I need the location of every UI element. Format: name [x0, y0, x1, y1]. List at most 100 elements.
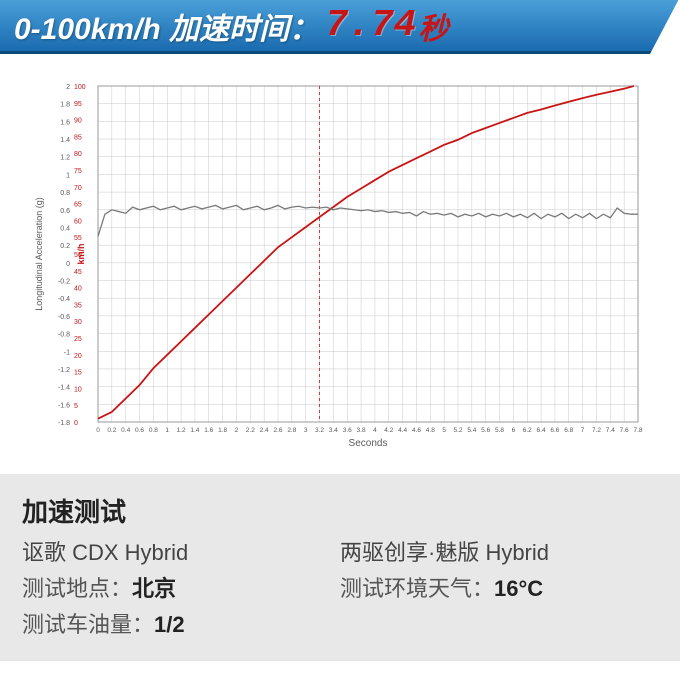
svg-text:6: 6 [512, 427, 516, 434]
fuel-value: 1/2 [154, 612, 185, 637]
svg-text:6.6: 6.6 [550, 427, 559, 434]
svg-text:7: 7 [581, 427, 585, 434]
svg-text:1: 1 [165, 427, 169, 434]
test-fuel: 测试车油量：1/2 [22, 607, 340, 639]
weather-value: 16°C [494, 576, 543, 601]
svg-text:-0.8: -0.8 [58, 332, 70, 339]
svg-text:0.2: 0.2 [60, 243, 70, 250]
svg-text:2.4: 2.4 [260, 427, 269, 434]
svg-text:3.8: 3.8 [357, 427, 366, 434]
svg-text:40: 40 [74, 286, 82, 293]
svg-text:85: 85 [74, 134, 82, 141]
svg-text:0.6: 0.6 [135, 427, 144, 434]
svg-text:75: 75 [74, 168, 82, 175]
svg-text:Longitudinal Acceleration (g): Longitudinal Acceleration (g) [34, 197, 44, 311]
svg-text:3.6: 3.6 [343, 427, 352, 434]
svg-text:4.2: 4.2 [384, 427, 393, 434]
svg-text:Seconds: Seconds [349, 438, 388, 449]
svg-text:5.2: 5.2 [453, 427, 462, 434]
svg-text:6.4: 6.4 [537, 427, 546, 434]
chart-container: 0 0.2 0.4 0.6 0.8 1 1.2 1.4 1.6 1.8 2 2.2 2.4 2.6 2.8 3… [0, 54, 680, 474]
svg-text:1.4: 1.4 [60, 137, 70, 144]
svg-text:55: 55 [74, 235, 82, 242]
svg-text:15: 15 [74, 370, 82, 377]
svg-text:0.4: 0.4 [121, 427, 130, 434]
svg-text:-1: -1 [64, 349, 70, 356]
svg-text:0.2: 0.2 [107, 427, 116, 434]
svg-text:4.4: 4.4 [398, 427, 407, 434]
svg-text:65: 65 [74, 202, 82, 209]
svg-text:2.6: 2.6 [273, 427, 282, 434]
svg-text:4.8: 4.8 [426, 427, 435, 434]
fuel-label: 测试车油量： [22, 612, 154, 637]
weather-label: 测试环境天气： [340, 576, 494, 601]
svg-text:1.8: 1.8 [218, 427, 227, 434]
svg-text:5.4: 5.4 [467, 427, 476, 434]
svg-text:95: 95 [74, 101, 82, 108]
svg-text:-0.4: -0.4 [58, 296, 70, 303]
location-label: 测试地点： [22, 576, 132, 601]
banner-unit: 秒 [418, 4, 448, 48]
svg-text:7.2: 7.2 [592, 427, 601, 434]
svg-text:3.2: 3.2 [315, 427, 324, 434]
svg-text:5: 5 [74, 403, 78, 410]
svg-text:5: 5 [442, 427, 446, 434]
svg-text:5.6: 5.6 [481, 427, 490, 434]
info-panel: 加速测试 讴歌 CDX Hybrid 两驱创享·魅版 Hybrid 测试地点：北… [0, 474, 680, 661]
svg-text:90: 90 [74, 118, 82, 125]
svg-text:1.6: 1.6 [60, 119, 70, 126]
svg-text:80: 80 [74, 151, 82, 158]
location-value: 北京 [132, 576, 176, 601]
svg-text:-1.4: -1.4 [58, 385, 70, 392]
acceleration-chart: 0 0.2 0.4 0.6 0.8 1 1.2 1.4 1.6 1.8 2 2.2 2.4 2.6 2.8 3… [26, 72, 654, 462]
svg-text:70: 70 [74, 185, 82, 192]
svg-text:100: 100 [74, 84, 86, 91]
svg-text:7.6: 7.6 [620, 427, 629, 434]
svg-text:4: 4 [373, 427, 377, 434]
svg-text:7.8: 7.8 [633, 427, 642, 434]
svg-text:km/h: km/h [76, 243, 86, 264]
svg-text:-1.2: -1.2 [58, 367, 70, 374]
svg-text:0: 0 [96, 427, 100, 434]
svg-text:1.4: 1.4 [190, 427, 199, 434]
svg-text:1.2: 1.2 [60, 155, 70, 162]
svg-text:30: 30 [74, 319, 82, 326]
svg-text:-1.8: -1.8 [58, 420, 70, 427]
svg-text:3: 3 [304, 427, 308, 434]
svg-text:6.8: 6.8 [564, 427, 573, 434]
svg-text:0.8: 0.8 [60, 190, 70, 197]
svg-text:2: 2 [235, 427, 239, 434]
banner-value: 7.74 [325, 4, 416, 47]
result-banner: 0-100km/h 加速时间： 7.74 秒 [0, 0, 680, 54]
svg-text:4.6: 4.6 [412, 427, 421, 434]
svg-text:3.4: 3.4 [329, 427, 338, 434]
test-location: 测试地点：北京 [22, 571, 340, 603]
svg-text:7.4: 7.4 [606, 427, 615, 434]
svg-text:0.6: 0.6 [60, 208, 70, 215]
svg-text:1.2: 1.2 [177, 427, 186, 434]
info-title: 加速测试 [22, 492, 658, 529]
svg-text:0: 0 [66, 261, 70, 268]
svg-text:35: 35 [74, 302, 82, 309]
trim-name: 两驱创享·魅版 Hybrid [340, 535, 658, 567]
svg-text:-0.2: -0.2 [58, 279, 70, 286]
svg-text:45: 45 [74, 269, 82, 276]
svg-text:60: 60 [74, 218, 82, 225]
svg-text:6.2: 6.2 [523, 427, 532, 434]
svg-text:20: 20 [74, 353, 82, 360]
svg-text:0.4: 0.4 [60, 225, 70, 232]
svg-text:-1.6: -1.6 [58, 402, 70, 409]
svg-text:0: 0 [74, 420, 78, 427]
svg-text:-0.6: -0.6 [58, 314, 70, 321]
svg-text:1.8: 1.8 [60, 102, 70, 109]
svg-text:5.8: 5.8 [495, 427, 504, 434]
svg-text:2.8: 2.8 [287, 427, 296, 434]
test-weather: 测试环境天气：16°C [340, 571, 658, 603]
svg-text:2.2: 2.2 [246, 427, 255, 434]
svg-text:1: 1 [66, 172, 70, 179]
svg-text:25: 25 [74, 336, 82, 343]
svg-text:10: 10 [74, 386, 82, 393]
svg-text:0.8: 0.8 [149, 427, 158, 434]
svg-text:2: 2 [66, 84, 70, 91]
svg-text:1.6: 1.6 [204, 427, 213, 434]
